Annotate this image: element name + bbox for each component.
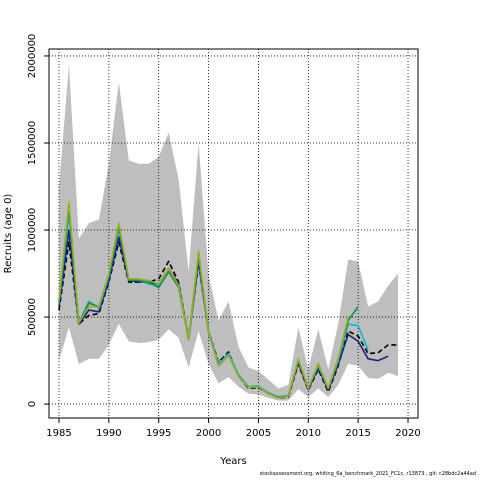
confidence-band (58, 64, 399, 401)
x-tick-label: 1985 (46, 428, 71, 439)
y-tick-label: 0 (27, 401, 38, 407)
y-tick-label: 1500000 (27, 121, 38, 166)
confidence-band-layer (58, 64, 399, 401)
y-tick-label: 500000 (27, 298, 38, 336)
series-layer (58, 201, 399, 399)
footer-credit: stockassessment.org, whiting_6a_benchmar… (259, 471, 476, 477)
y-tick-label: 2000000 (27, 34, 38, 79)
x-tick-label: 1990 (96, 428, 121, 439)
y-axis: 0 500000 1000000 1500000 2000000 (27, 34, 49, 407)
x-tick-label: 1995 (146, 428, 171, 439)
x-tick-label: 2005 (246, 428, 271, 439)
x-tick-label: 2015 (345, 428, 370, 439)
x-axis-title: Years (219, 456, 246, 467)
series-line-5 (58, 201, 349, 399)
y-tick-label: 1000000 (27, 208, 38, 253)
x-tick-label: 2000 (196, 428, 221, 439)
y-axis-title: Recruits (age 0) (3, 194, 14, 274)
x-tick-label: 2010 (296, 428, 321, 439)
x-tick-label: 2020 (395, 428, 420, 439)
plot-frame (48, 48, 419, 419)
series-line-1 (58, 241, 399, 399)
x-axis: 1985 1990 1995 2000 2005 2010 2015 2020 (46, 418, 421, 439)
